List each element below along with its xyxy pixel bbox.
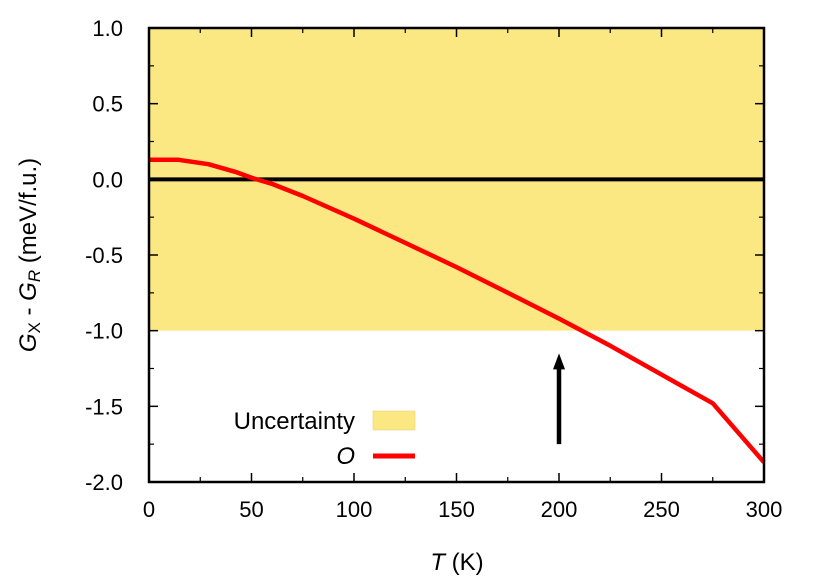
y-axis-g1: G [15, 333, 42, 352]
x-tick-label: 150 [438, 497, 475, 522]
x-axis-variable: T [430, 549, 447, 576]
annotation-layer [553, 353, 565, 445]
plot-frame [147, 26, 766, 484]
y-axis-g2: G [15, 282, 42, 301]
x-tick-label: 250 [643, 497, 680, 522]
series-line-O [149, 157, 766, 464]
y-tick-label: -2.0 [85, 470, 123, 495]
x-tick-label: 0 [143, 497, 155, 522]
x-tick-label: 300 [746, 497, 783, 522]
y-tick-labels: 1.0 0.5 0.0 -0.5 -1.0 -1.5 -2.0 [85, 16, 123, 495]
y-axis-mid: - [15, 301, 42, 322]
x-tick-labels: 0 50 100 150 200 250 300 [143, 497, 782, 522]
x-tick-label: 100 [336, 497, 373, 522]
y-axis-sub1: X [25, 322, 44, 333]
legend: Uncertainty O [234, 408, 416, 470]
x-axis-label: T (K) [430, 549, 483, 576]
legend-label-series: O [336, 443, 355, 470]
y-tick-label: -1.5 [85, 394, 123, 419]
y-tick-label: 0.5 [92, 92, 123, 117]
y-axis-label: GX - GR (meV/f.u.) [15, 158, 44, 352]
x-tick-label: 200 [541, 497, 578, 522]
legend-label-uncertainty: Uncertainty [234, 408, 355, 435]
y-tick-label: 1.0 [92, 16, 123, 41]
y-axis-sub2: R [25, 270, 44, 282]
legend-swatch-uncertainty [372, 410, 416, 431]
y-tick-label: -0.5 [85, 243, 123, 268]
x-axis-unit: (K) [445, 549, 484, 576]
y-axis-unit: (meV/f.u.) [15, 158, 42, 270]
x-tick-label: 50 [239, 497, 263, 522]
arrow-head [553, 353, 565, 370]
y-tick-label: -1.0 [85, 319, 123, 344]
series-layer [149, 157, 766, 464]
y-tick-label: 0.0 [92, 167, 123, 192]
